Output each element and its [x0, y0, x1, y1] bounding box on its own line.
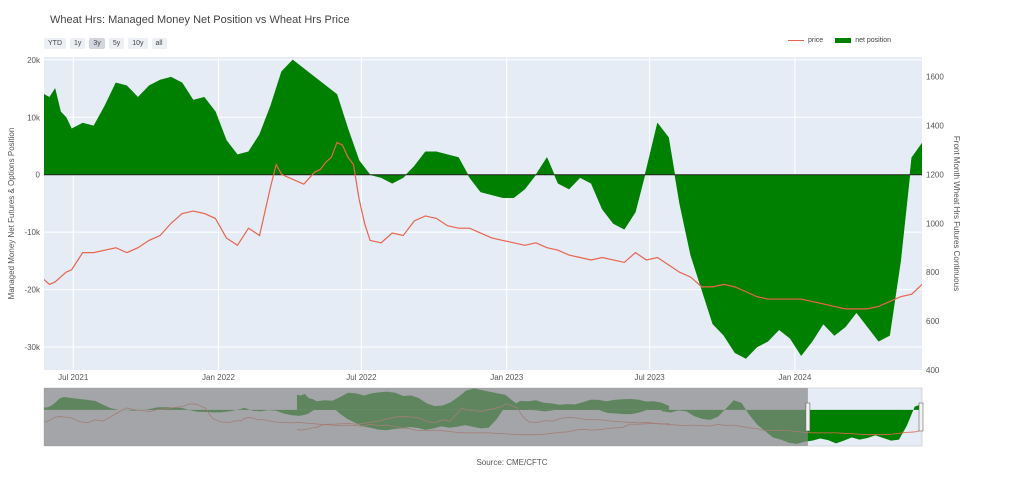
- range-button-1y[interactable]: 1y: [70, 38, 86, 49]
- legend-item-price[interactable]: price: [788, 37, 823, 44]
- price-line-swatch: [788, 40, 804, 41]
- legend-item-net-position[interactable]: net position: [835, 37, 891, 44]
- y-right-tick-label: 1200: [926, 170, 944, 179]
- range-slider-handle-left[interactable]: [805, 402, 811, 432]
- y-left-tick-label: -20k: [24, 286, 41, 295]
- range-button-3y[interactable]: 3y: [89, 38, 105, 49]
- net-position-swatch: [835, 38, 852, 43]
- range-button-all[interactable]: all: [151, 38, 167, 49]
- x-tick-label: Jan 2023: [490, 373, 523, 382]
- y-right-tick-label: 1600: [926, 73, 944, 82]
- y-left-tick-label: -30k: [24, 343, 41, 352]
- legend-label-net-position: net position: [855, 37, 891, 44]
- range-selector: YTD 1y 3y 5y 10y all: [44, 38, 167, 49]
- source-note: Source: CME/CFTC: [476, 458, 548, 467]
- y-left-tick-label: 0: [36, 171, 41, 180]
- x-tick-label: Jul 2022: [346, 373, 377, 382]
- range-button-ytd[interactable]: YTD: [44, 38, 66, 49]
- x-tick-label: Jan 2022: [202, 373, 235, 382]
- y-left-tick-label: 20k: [27, 56, 41, 65]
- legend-label-price: price: [808, 37, 824, 44]
- main-series-group: [44, 59, 922, 359]
- range-slider-handle-right[interactable]: [918, 402, 924, 432]
- y-left-tick-label: -10k: [24, 228, 41, 237]
- y-right-tick-label: 1000: [926, 219, 944, 228]
- x-tick-label: Jul 2021: [58, 373, 89, 382]
- y-right-tick-label: 600: [926, 317, 940, 326]
- range-slider-mask: [44, 388, 808, 446]
- y-right-axis-title: Front Month Wheat Hrs Futures Continuous: [952, 136, 961, 291]
- range-button-5y[interactable]: 5y: [108, 38, 125, 49]
- net-position-area: [44, 59, 922, 359]
- y-right-tick-label: 1400: [926, 121, 944, 130]
- legend: price net position: [788, 37, 891, 44]
- x-tick-label: Jul 2023: [634, 373, 665, 382]
- y-left-tick-label: 10k: [27, 113, 41, 122]
- x-tick-label: Jan 2024: [778, 373, 811, 382]
- y-right-tick-label: 800: [926, 268, 940, 277]
- range-button-10y[interactable]: 10y: [128, 38, 148, 49]
- y-right-tick-label: 400: [926, 366, 940, 375]
- y-left-axis-title: Managed Money Net Futures & Options Posi…: [7, 128, 16, 300]
- price-line: [44, 141, 922, 310]
- chart-title: Wheat Hrs: Managed Money Net Position vs…: [50, 14, 350, 26]
